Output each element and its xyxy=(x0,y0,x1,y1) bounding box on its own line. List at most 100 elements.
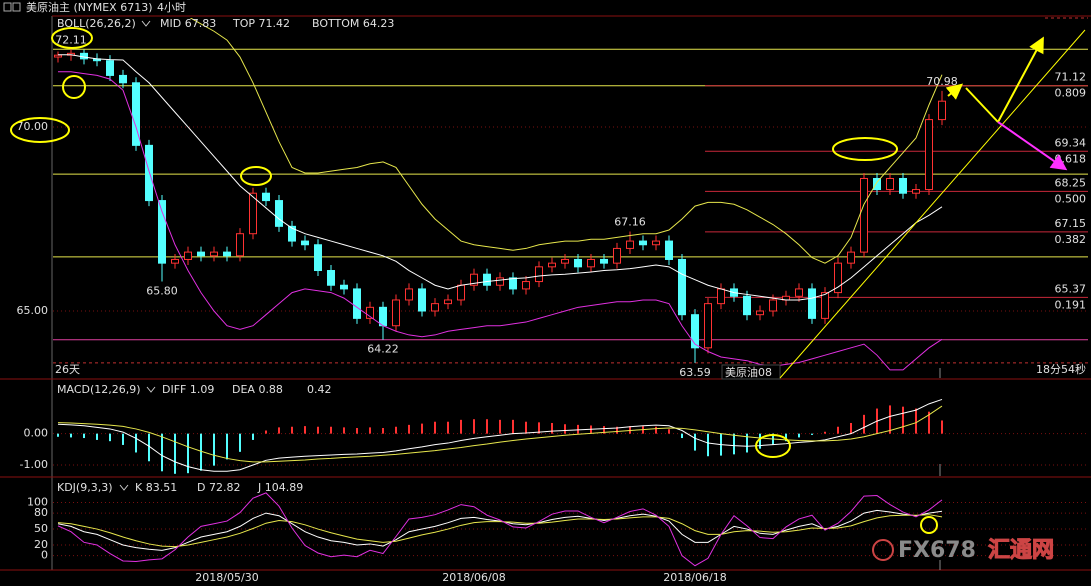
annotations xyxy=(10,27,1086,534)
icon[interactable] xyxy=(3,2,12,12)
histogram-bar xyxy=(837,426,839,434)
histogram-bar xyxy=(525,421,527,434)
contract-label: 美原油08 xyxy=(725,365,772,379)
histogram-bar xyxy=(382,428,384,434)
candle-body xyxy=(54,54,62,58)
candle-body xyxy=(184,251,192,260)
highlight-ellipse xyxy=(832,137,898,161)
histogram-bar xyxy=(408,424,410,434)
fib-price-label: 71.12 xyxy=(1055,71,1087,84)
series-line xyxy=(57,398,943,472)
panel xyxy=(53,398,1088,474)
candle-body xyxy=(158,200,166,264)
high-label: 67.16 xyxy=(614,215,646,228)
contract-box xyxy=(721,364,781,380)
highlight-ellipse xyxy=(10,117,70,143)
candle-body xyxy=(171,258,179,264)
high-label: 72.11 xyxy=(55,33,87,46)
candle-body xyxy=(496,277,504,286)
series-line xyxy=(57,514,943,548)
histogram-bar xyxy=(447,421,449,434)
candle-body xyxy=(561,258,569,264)
candle-body xyxy=(743,295,751,316)
icon[interactable] xyxy=(12,2,21,12)
candle-body xyxy=(197,251,205,257)
histogram-bar xyxy=(811,433,813,435)
histogram-bar xyxy=(499,419,501,434)
candle-body xyxy=(132,82,140,146)
histogram-bar xyxy=(889,405,891,434)
histogram-bar xyxy=(473,419,475,434)
candle-body xyxy=(418,288,426,312)
high-label: 70.98 xyxy=(926,75,958,88)
candle-body xyxy=(444,299,452,305)
histogram-bar xyxy=(655,426,657,434)
y-tick-label: 0 xyxy=(41,549,48,562)
series-line xyxy=(57,405,943,463)
candle-body xyxy=(249,192,257,235)
trend-line xyxy=(779,29,1086,379)
candle-body xyxy=(626,240,634,249)
period[interactable]: 4小时 xyxy=(157,1,186,14)
histogram-bar xyxy=(57,433,59,437)
y-tick-label: 20 xyxy=(34,538,48,551)
highlight-ellipse xyxy=(755,434,791,458)
histogram-bar xyxy=(863,414,865,434)
arrow xyxy=(997,121,1068,171)
y-tick-label: -1.00 xyxy=(20,458,48,471)
candle-body xyxy=(886,177,894,191)
y-tick-label: 0.00 xyxy=(24,427,49,440)
dropdown-chevron[interactable] xyxy=(141,20,151,27)
dropdown-chevron[interactable] xyxy=(119,484,129,491)
candle-body xyxy=(587,258,595,268)
highlight-ellipse xyxy=(62,75,86,99)
legend-entry: K 83.51 xyxy=(135,481,177,494)
histogram-bar xyxy=(707,433,709,457)
arrow xyxy=(997,36,1044,123)
histogram-bar xyxy=(122,433,124,445)
candle-body xyxy=(431,303,439,312)
candle-body xyxy=(236,233,244,257)
legend-entry: D 72.82 xyxy=(197,481,240,494)
candle-body xyxy=(847,251,855,264)
candle-body xyxy=(457,284,465,301)
candle-body xyxy=(288,225,296,242)
candle-body xyxy=(769,299,777,312)
candle-body xyxy=(574,258,582,268)
candle-body xyxy=(860,177,868,253)
histogram-bar xyxy=(369,427,371,434)
candle-body xyxy=(899,177,907,194)
histogram-bar xyxy=(551,422,553,434)
low-label: 65.80 xyxy=(146,285,178,298)
candle-body xyxy=(405,288,413,301)
legend-entry: 0.42 xyxy=(307,383,332,396)
legend-entry: MID 67.83 xyxy=(160,17,216,30)
candle-body xyxy=(314,244,322,272)
y-tick-label: 70.00 xyxy=(17,120,49,133)
histogram-bar xyxy=(161,433,163,472)
histogram-bar xyxy=(239,433,241,452)
candle-body xyxy=(535,266,543,283)
histogram-bar xyxy=(109,433,111,442)
dropdown-chevron[interactable] xyxy=(146,386,156,393)
candle-body xyxy=(366,306,374,319)
fib-ratio-label: 0.500 xyxy=(1055,192,1087,205)
histogram-bar xyxy=(187,433,189,474)
candle-body xyxy=(522,281,530,290)
candle-body xyxy=(912,189,920,194)
histogram-bar xyxy=(694,433,696,451)
candle-body xyxy=(223,251,231,257)
watermark-brand: FX678 xyxy=(898,538,976,563)
candle-body xyxy=(834,262,842,294)
candle-body xyxy=(470,273,478,286)
candle-body xyxy=(808,288,816,319)
watermark-logo xyxy=(872,539,894,561)
candle-body xyxy=(717,288,725,305)
range-label: 26天 xyxy=(55,363,80,376)
candle-body xyxy=(379,306,387,327)
histogram-bar xyxy=(603,426,605,434)
histogram-bar xyxy=(265,430,267,434)
series-line xyxy=(189,18,943,264)
histogram-bar xyxy=(148,433,150,462)
